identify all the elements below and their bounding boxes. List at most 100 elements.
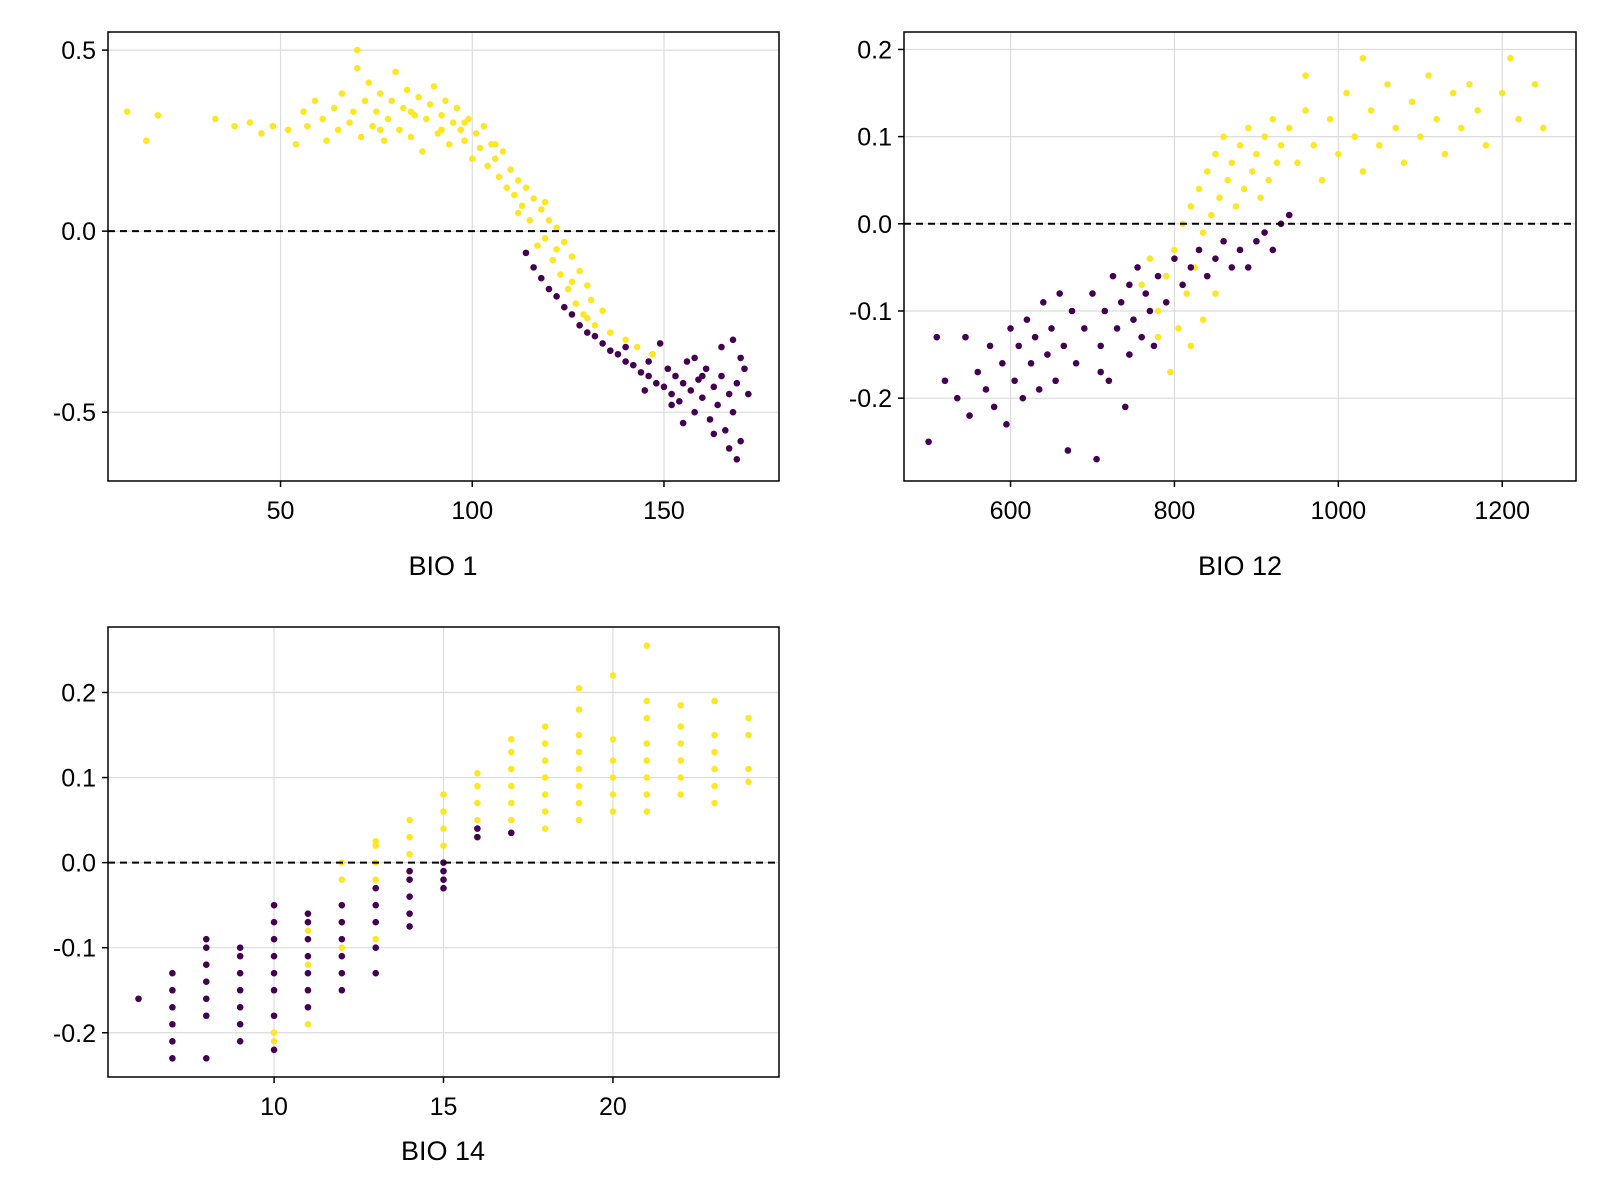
data-point	[553, 293, 560, 300]
data-point	[677, 701, 685, 709]
data-point	[440, 876, 447, 883]
data-point	[725, 445, 733, 452]
data-point	[572, 300, 580, 307]
data-point	[1515, 115, 1522, 123]
data-point	[246, 119, 254, 126]
data-point	[591, 332, 599, 340]
data-point	[372, 838, 380, 845]
data-point	[643, 791, 651, 798]
data-point	[143, 137, 150, 144]
data-point	[576, 267, 583, 275]
data-point	[576, 321, 583, 329]
data-point	[304, 935, 312, 943]
data-point	[346, 119, 353, 126]
data-point	[1212, 150, 1219, 158]
data-point	[507, 816, 515, 824]
data-point	[643, 757, 651, 764]
data-point	[1130, 316, 1137, 324]
data-point	[1146, 255, 1154, 262]
data-point	[1384, 81, 1391, 88]
data-point	[1457, 124, 1465, 132]
data-point	[304, 918, 312, 926]
data-point	[668, 401, 675, 409]
data-point	[430, 83, 438, 90]
data-point	[438, 111, 445, 119]
data-point	[1261, 229, 1268, 236]
data-point	[1199, 316, 1207, 324]
data-point	[212, 115, 219, 123]
data-point	[711, 731, 718, 739]
data-point	[537, 206, 545, 213]
data-point	[1126, 281, 1133, 289]
data-point	[1044, 351, 1051, 358]
data-point	[1273, 159, 1281, 167]
data-point	[718, 372, 725, 380]
data-point	[990, 403, 998, 411]
data-point	[236, 969, 244, 977]
data-point	[154, 111, 162, 119]
data-point	[1240, 185, 1248, 193]
data-point	[372, 935, 380, 943]
data-point	[474, 782, 481, 790]
data-point	[406, 910, 413, 917]
data-point	[369, 122, 376, 130]
y-tick-label: 0.2	[61, 680, 96, 708]
data-point	[376, 126, 384, 134]
x-tick-label: 50	[267, 497, 295, 525]
data-point	[1433, 115, 1440, 123]
data-point	[338, 952, 346, 960]
x-tick-label: 1200	[1474, 497, 1530, 525]
y-tick-label: 0.0	[61, 850, 96, 878]
series-class_0	[135, 825, 515, 1062]
data-point	[304, 969, 312, 977]
data-point	[1253, 150, 1260, 158]
data-point	[357, 133, 365, 141]
data-point	[706, 416, 714, 423]
data-point	[530, 264, 537, 271]
data-point	[575, 684, 583, 692]
x-tick-label: 150	[643, 497, 685, 525]
data-point	[1466, 81, 1473, 88]
data-point	[304, 910, 312, 917]
data-point	[474, 799, 481, 807]
data-point	[1105, 377, 1113, 385]
series-class_0	[925, 211, 1293, 463]
data-point	[541, 723, 549, 730]
data-point	[1228, 159, 1236, 167]
data-point	[1425, 72, 1432, 79]
data-point	[677, 723, 685, 730]
data-point	[1244, 264, 1252, 271]
data-point	[1138, 333, 1145, 341]
data-point	[1285, 124, 1293, 132]
data-point	[1146, 307, 1154, 315]
data-point	[270, 918, 278, 926]
data-point	[361, 97, 369, 105]
data-point	[1154, 333, 1162, 341]
data-point	[399, 104, 407, 112]
data-point	[372, 969, 380, 977]
data-point	[664, 365, 672, 373]
data-point	[541, 198, 549, 206]
data-point	[982, 386, 990, 393]
data-point	[1265, 176, 1272, 184]
data-point	[679, 419, 687, 427]
data-point	[541, 740, 549, 747]
data-point	[629, 361, 637, 369]
data-point	[1277, 142, 1285, 149]
data-point	[406, 923, 413, 930]
data-point	[1126, 351, 1133, 358]
data-point	[407, 108, 415, 115]
data-point	[672, 372, 679, 380]
data-point	[1068, 307, 1076, 315]
data-point	[440, 884, 447, 892]
data-point	[507, 799, 515, 807]
data-point	[406, 867, 413, 875]
data-point	[729, 336, 737, 344]
data-point	[311, 97, 319, 105]
data-point	[676, 398, 683, 405]
data-point	[1134, 264, 1141, 271]
data-point	[933, 333, 941, 341]
data-point	[1142, 290, 1150, 297]
data-point	[1351, 133, 1359, 140]
